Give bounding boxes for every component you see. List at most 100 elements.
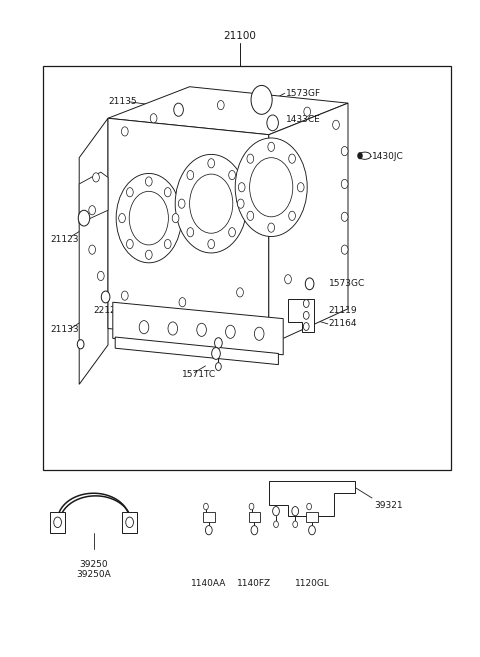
Text: 1430JC: 1430JC xyxy=(372,152,404,161)
Polygon shape xyxy=(203,512,215,522)
Polygon shape xyxy=(269,103,348,345)
Circle shape xyxy=(215,338,222,348)
Circle shape xyxy=(341,147,348,156)
Polygon shape xyxy=(115,337,278,365)
Circle shape xyxy=(179,199,185,208)
Polygon shape xyxy=(79,118,108,384)
Circle shape xyxy=(228,171,235,180)
Circle shape xyxy=(288,211,295,220)
Circle shape xyxy=(145,177,152,186)
Circle shape xyxy=(190,174,233,233)
Circle shape xyxy=(164,188,171,197)
Circle shape xyxy=(228,227,235,237)
Polygon shape xyxy=(113,302,283,355)
Text: 1140FZ: 1140FZ xyxy=(237,579,272,589)
Text: 21164: 21164 xyxy=(329,319,357,328)
Circle shape xyxy=(250,158,293,217)
Text: 1140AA: 1140AA xyxy=(191,579,227,589)
Circle shape xyxy=(341,179,348,189)
Circle shape xyxy=(89,245,96,254)
Circle shape xyxy=(307,503,312,510)
Circle shape xyxy=(309,526,315,535)
Circle shape xyxy=(216,363,221,371)
Circle shape xyxy=(305,278,314,290)
Text: 1573GF: 1573GF xyxy=(286,89,321,98)
Circle shape xyxy=(251,85,272,114)
Text: 1433CE: 1433CE xyxy=(286,115,320,124)
Circle shape xyxy=(293,521,298,528)
Polygon shape xyxy=(306,512,318,522)
Circle shape xyxy=(116,173,181,263)
Polygon shape xyxy=(79,172,108,223)
Circle shape xyxy=(127,239,133,248)
Circle shape xyxy=(204,503,208,510)
Circle shape xyxy=(254,327,264,340)
Circle shape xyxy=(174,103,183,116)
Circle shape xyxy=(187,227,194,237)
Circle shape xyxy=(217,101,224,110)
Circle shape xyxy=(127,188,133,197)
Text: 22124A: 22124A xyxy=(94,306,128,315)
Circle shape xyxy=(168,322,178,335)
Circle shape xyxy=(172,214,179,223)
Circle shape xyxy=(139,321,149,334)
Circle shape xyxy=(247,154,254,164)
Circle shape xyxy=(78,210,90,226)
Polygon shape xyxy=(269,481,355,516)
Text: 1573GC: 1573GC xyxy=(329,279,365,288)
Circle shape xyxy=(208,159,215,168)
Circle shape xyxy=(333,120,339,129)
Polygon shape xyxy=(249,512,260,522)
Text: 21133: 21133 xyxy=(50,325,79,334)
Circle shape xyxy=(97,271,104,281)
Circle shape xyxy=(238,183,245,192)
Circle shape xyxy=(237,288,243,297)
Circle shape xyxy=(249,503,254,510)
Circle shape xyxy=(226,325,235,338)
Circle shape xyxy=(164,239,171,248)
Circle shape xyxy=(251,526,258,535)
Polygon shape xyxy=(288,299,314,332)
Circle shape xyxy=(341,245,348,254)
Text: 21119: 21119 xyxy=(329,306,358,315)
Circle shape xyxy=(303,300,309,307)
Circle shape xyxy=(121,291,128,300)
Circle shape xyxy=(77,340,84,349)
Circle shape xyxy=(119,214,125,223)
Circle shape xyxy=(208,240,215,249)
Circle shape xyxy=(303,311,309,319)
Circle shape xyxy=(288,154,295,164)
Ellipse shape xyxy=(359,152,371,160)
Circle shape xyxy=(285,275,291,284)
Circle shape xyxy=(237,199,244,208)
Circle shape xyxy=(187,171,194,180)
Circle shape xyxy=(126,517,133,528)
Circle shape xyxy=(268,143,275,152)
Circle shape xyxy=(129,191,168,245)
Circle shape xyxy=(89,206,96,215)
Circle shape xyxy=(274,521,278,528)
Circle shape xyxy=(297,183,304,192)
Circle shape xyxy=(197,323,206,336)
Circle shape xyxy=(235,138,307,237)
Circle shape xyxy=(341,212,348,221)
Polygon shape xyxy=(108,118,269,345)
Circle shape xyxy=(267,115,278,131)
Circle shape xyxy=(212,348,220,359)
Text: 39250A: 39250A xyxy=(76,570,111,579)
Circle shape xyxy=(175,154,247,253)
Circle shape xyxy=(179,298,186,307)
Circle shape xyxy=(303,323,309,330)
Text: 21135: 21135 xyxy=(108,97,137,106)
Circle shape xyxy=(273,507,279,516)
Circle shape xyxy=(93,173,99,182)
Bar xyxy=(50,512,65,533)
Text: 21100: 21100 xyxy=(224,31,256,41)
Text: 1120GL: 1120GL xyxy=(295,579,329,589)
Circle shape xyxy=(292,507,299,516)
Circle shape xyxy=(150,114,157,123)
Polygon shape xyxy=(108,87,348,135)
Circle shape xyxy=(145,250,152,260)
Text: 39250: 39250 xyxy=(79,560,108,569)
Circle shape xyxy=(54,517,61,528)
